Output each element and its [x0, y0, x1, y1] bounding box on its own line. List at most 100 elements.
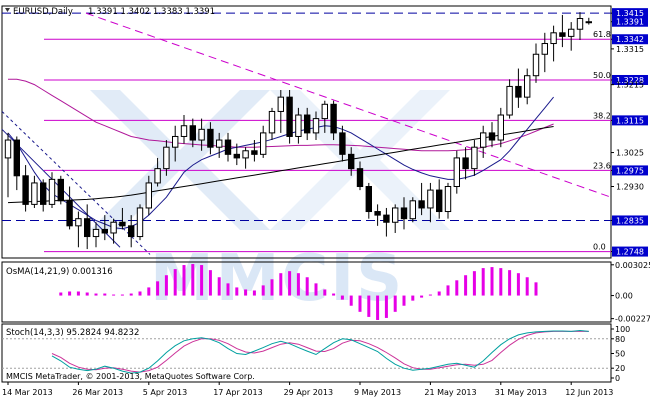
candle	[119, 207, 126, 230]
stochastic-title: Stoch(14,3,3) 95.2824 94.8232	[6, 328, 139, 338]
bear-candle-body	[365, 186, 373, 213]
candle	[66, 186, 73, 230]
candle	[409, 197, 417, 223]
bear-candle-body	[128, 225, 135, 238]
candle	[312, 111, 320, 141]
osma-bar	[534, 282, 538, 296]
osma-bar	[340, 295, 344, 300]
copyright-text: MMCIS MetaTrader, © 2001-2013, MetaQuote…	[6, 372, 255, 381]
bull-candle-body	[242, 150, 249, 159]
price-badge	[612, 8, 648, 19]
price-badge-label: 1.3342	[616, 35, 644, 44]
bull-candle-body	[568, 28, 575, 37]
candle	[286, 90, 293, 144]
bear-candle-body	[233, 153, 241, 159]
osma-bar	[525, 277, 529, 296]
osma-bar	[349, 295, 353, 306]
price-badge-label: 1.3228	[616, 76, 644, 85]
candle	[136, 204, 144, 241]
bull-candle-body	[154, 168, 161, 184]
candle	[242, 147, 249, 169]
bull-candle-body	[409, 200, 417, 220]
candle	[550, 25, 557, 62]
bull-candle-body	[4, 139, 12, 159]
candle	[462, 147, 469, 180]
bull-candle-body	[136, 207, 144, 238]
bull-candle-body	[180, 125, 188, 137]
bull-candle-body	[110, 221, 117, 234]
bull-candle-body	[216, 139, 223, 148]
time-axis: 14 Mar 2013 26 Mar 2013 5 Apr 2013 17 Apr 2…	[2, 382, 613, 397]
bear-candle-body	[304, 114, 311, 134]
osma-bar	[120, 294, 124, 296]
osma-bar	[208, 270, 212, 296]
candle	[251, 140, 258, 162]
osma-bar	[358, 295, 362, 312]
candle	[339, 125, 346, 162]
candle	[22, 165, 29, 212]
bear-candle-body	[488, 132, 496, 141]
candle	[471, 140, 478, 176]
osma-bar	[455, 280, 459, 296]
time-tick-label: 29 Apr 2013	[284, 388, 333, 397]
candle	[163, 140, 170, 176]
osma-bar	[94, 293, 98, 296]
osma-bar	[393, 295, 397, 312]
candle	[524, 68, 531, 105]
osma-bar	[420, 295, 424, 298]
osma-bar	[323, 289, 327, 296]
stochastic-tick-label: 0	[615, 374, 620, 383]
price-badge-label: 1.2748	[616, 248, 644, 257]
chart-title: EURUSD,Daily	[13, 7, 73, 17]
price-badge	[612, 115, 648, 126]
bear-candle-body	[418, 200, 425, 209]
osma-bar	[129, 293, 133, 296]
bear-candle-body	[57, 178, 64, 202]
dropdown-icon	[5, 8, 10, 12]
bull-candle-body	[444, 186, 452, 213]
bull-candle-body	[198, 128, 205, 141]
price-tick-label: 1.3215	[616, 81, 644, 90]
fib-level-label: 38.2	[593, 111, 611, 120]
bull-candle-body	[392, 207, 399, 223]
bull-candle-body	[31, 182, 38, 205]
stochastic-tick-label: 80	[615, 335, 625, 344]
bull-candle-body	[48, 178, 56, 205]
bull-candle-body	[312, 118, 320, 134]
price-tick-label: 1.3025	[616, 149, 644, 158]
candle	[233, 143, 241, 166]
osma-bar	[464, 275, 468, 296]
bull-candle-body	[145, 182, 153, 209]
price-badge	[612, 16, 648, 27]
candle	[480, 125, 487, 158]
osma-bar	[261, 285, 265, 296]
osma-tick-label: -0.00227	[615, 315, 650, 324]
candle	[559, 14, 566, 48]
osma-bar	[446, 285, 450, 296]
candle	[154, 157, 161, 187]
bull-candle-body	[541, 43, 548, 55]
candle	[576, 12, 584, 40]
price-badge	[612, 34, 648, 45]
bear-candle-body	[374, 211, 381, 216]
candle	[541, 32, 548, 73]
candle	[75, 211, 82, 248]
bull-candle-body	[585, 21, 592, 24]
osma-bar	[279, 273, 283, 296]
bear-candle-body	[101, 228, 108, 234]
bull-candle-body	[75, 218, 82, 227]
candle	[277, 90, 285, 133]
osma-bar	[376, 295, 380, 320]
bear-candle-body	[400, 207, 408, 220]
osma-bar	[173, 269, 177, 296]
bear-candle-body	[515, 85, 522, 98]
bull-candle-body	[506, 85, 513, 116]
bear-candle-body	[84, 218, 91, 238]
osma-bar	[138, 291, 142, 296]
bear-candle-body	[66, 200, 73, 227]
osma-bar	[244, 289, 248, 296]
osma-bar	[217, 277, 221, 296]
channel-line	[1, 111, 151, 255]
candle	[497, 107, 505, 148]
